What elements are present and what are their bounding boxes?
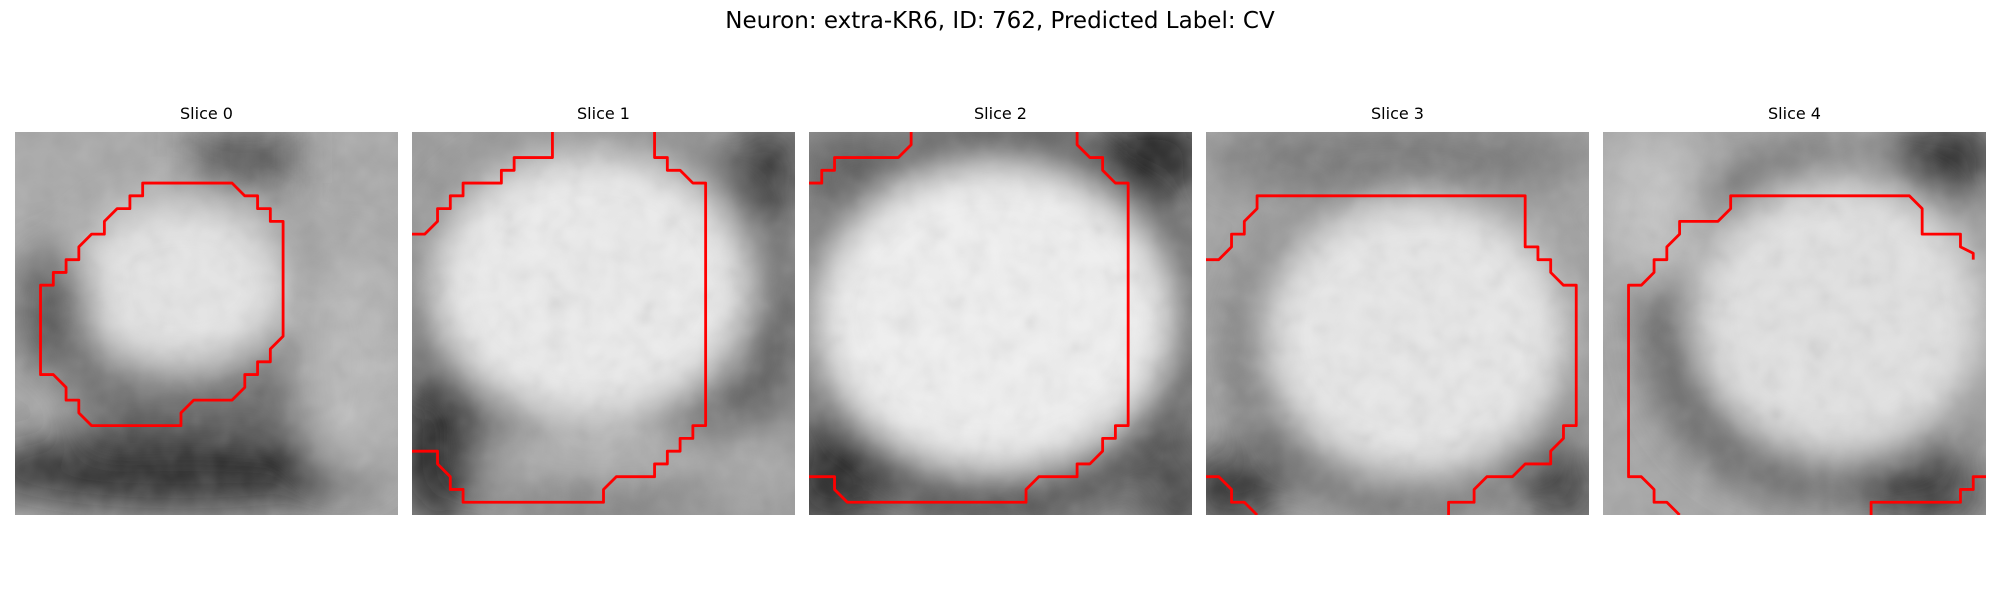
slice-title: Slice 2 [809,104,1192,123]
slice-title: Slice 0 [15,104,398,123]
slice-image-1 [412,132,795,515]
figure-title: Neuron: extra-KR6, ID: 762, Predicted La… [0,8,2000,34]
slice-title: Slice 4 [1603,104,1986,123]
slice-title: Slice 1 [412,104,795,123]
slice-title: Slice 3 [1206,104,1589,123]
slice-image-4 [1603,132,1986,515]
slice-image-0 [15,132,398,515]
slice-image-2 [809,132,1192,515]
slice-image-3 [1206,132,1589,515]
